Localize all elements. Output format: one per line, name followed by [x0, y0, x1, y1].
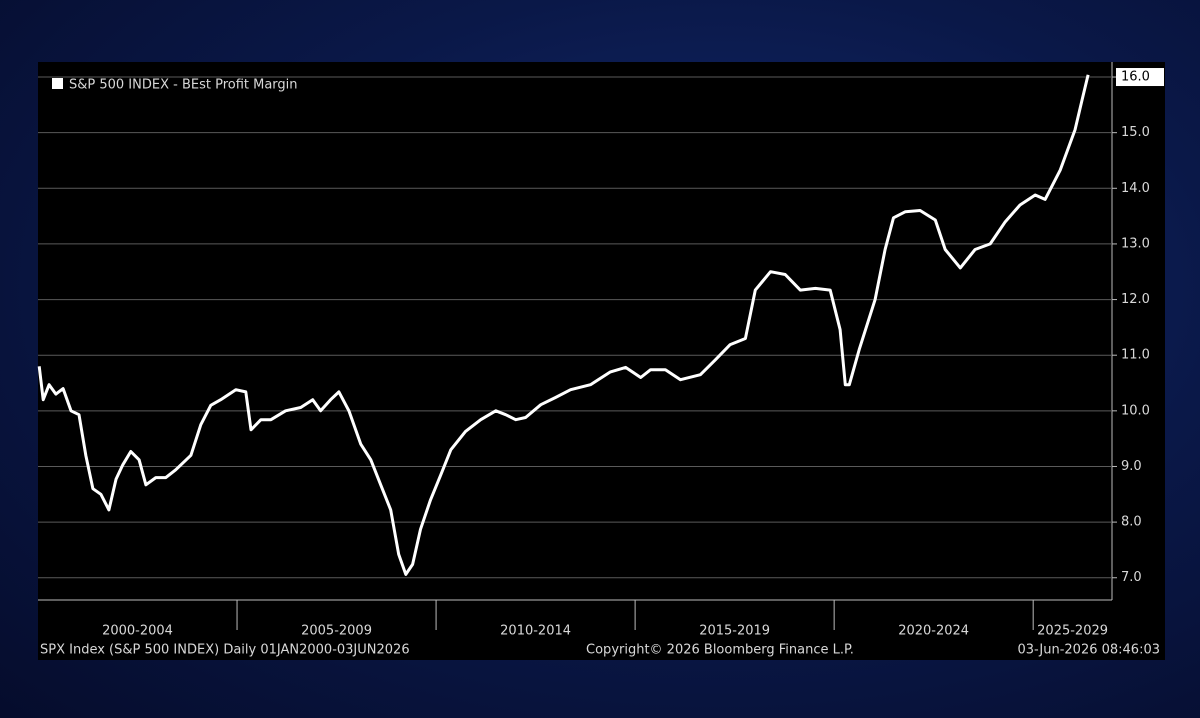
- x-tick-label: 2020-2024: [898, 624, 969, 639]
- x-tick-label: 2015-2019: [699, 624, 770, 639]
- legend-swatch: [52, 78, 63, 89]
- x-tick-label: 2005-2009: [301, 624, 372, 639]
- chart-panel: [38, 62, 1165, 660]
- x-tick-label: 2010-2014: [500, 624, 571, 639]
- y-tick-label: 16.0: [1121, 70, 1150, 85]
- y-tick-label: 15.0: [1121, 125, 1150, 140]
- y-tick-label: 9.0: [1121, 459, 1142, 474]
- y-tick-label: 13.0: [1121, 236, 1150, 251]
- x-tick-label: 2025-2029: [1037, 624, 1108, 639]
- y-tick-highlight: [1116, 68, 1164, 87]
- footer-left: SPX Index (S&P 500 INDEX) Daily 01JAN200…: [40, 643, 410, 658]
- y-tick-label: 7.0: [1121, 570, 1142, 585]
- x-tick-label: 2000-2004: [102, 624, 173, 639]
- footer-center: Copyright© 2026 Bloomberg Finance L.P.: [586, 643, 854, 658]
- y-tick-label: 14.0: [1121, 181, 1150, 196]
- data-line: [37, 74, 1090, 576]
- legend-label: S&P 500 INDEX - BEst Profit Margin: [69, 78, 298, 93]
- y-tick-label: 12.0: [1121, 292, 1150, 307]
- y-tick-label: 11.0: [1121, 348, 1150, 363]
- footer-right: 03-Jun-2026 08:46:03: [1017, 643, 1160, 658]
- y-tick-label: 8.0: [1121, 515, 1142, 530]
- y-tick-label: 10.0: [1121, 403, 1150, 418]
